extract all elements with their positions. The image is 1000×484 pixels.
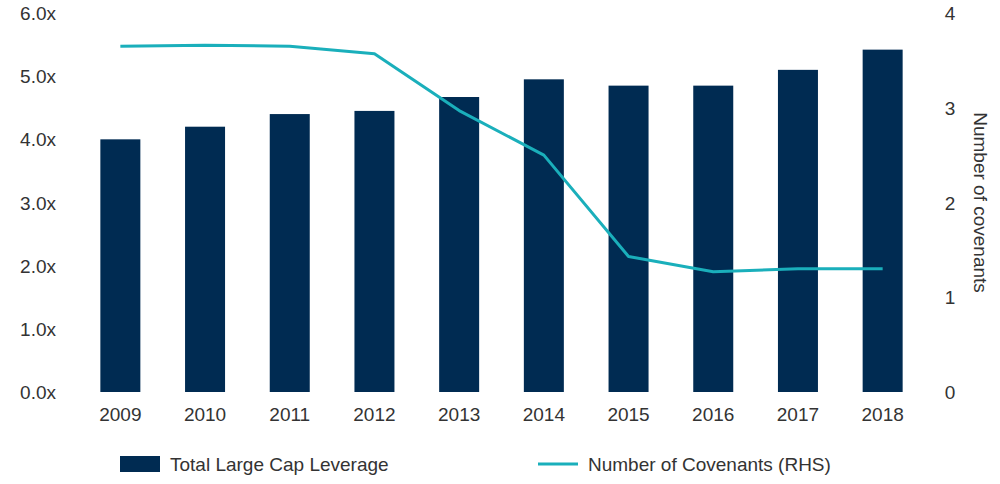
y-tick-label: 6.0x [20,3,56,24]
x-tick-label: 2011 [269,404,310,425]
x-tick-label: 2016 [692,404,734,425]
x-tick-label: 2013 [438,404,480,425]
legend-swatch [538,463,578,466]
bar [524,79,564,392]
bar [778,70,818,392]
y-tick-label: 2.0x [20,256,56,277]
x-tick-label: 2017 [777,404,819,425]
x-tick-label: 2015 [607,404,649,425]
y2-tick-label: 4 [945,3,956,24]
x-tick-label: 2018 [862,404,904,425]
legend-swatch [120,456,160,472]
bar [863,50,903,392]
y-tick-label: 1.0x [20,319,56,340]
x-tick-label: 2012 [353,404,395,425]
y2-tick-label: 3 [945,98,956,119]
y-tick-label: 4.0x [20,129,56,150]
bar [693,86,733,392]
y-tick-label: 0.0x [20,382,56,403]
x-tick-label: 2009 [99,404,141,425]
line [120,45,882,271]
y-tick-label: 3.0x [20,193,56,214]
bar [270,114,310,392]
bar [439,97,479,392]
plot-area [100,45,902,392]
chart: 0.0x 1.0x 2.0x 3.0x 4.0x 5.0x 6.0x 0 1 2 3 4 Number … [0,0,1000,484]
bar [100,139,140,392]
y-tick-label: 5.0x [20,66,56,87]
y2-tick-label: 0 [945,382,956,403]
y2-tick-label: 2 [945,193,956,214]
x-tick-label: 2014 [523,404,566,425]
x-tick-label: 2010 [184,404,226,425]
bar [185,127,225,392]
bar [354,111,394,392]
y2-tick-label: 1 [945,287,956,308]
legend-label: Number of Covenants (RHS) [588,454,831,475]
legend-label: Total Large Cap Leverage [170,454,389,475]
y2-axis-title: Number of covenants [970,112,991,293]
